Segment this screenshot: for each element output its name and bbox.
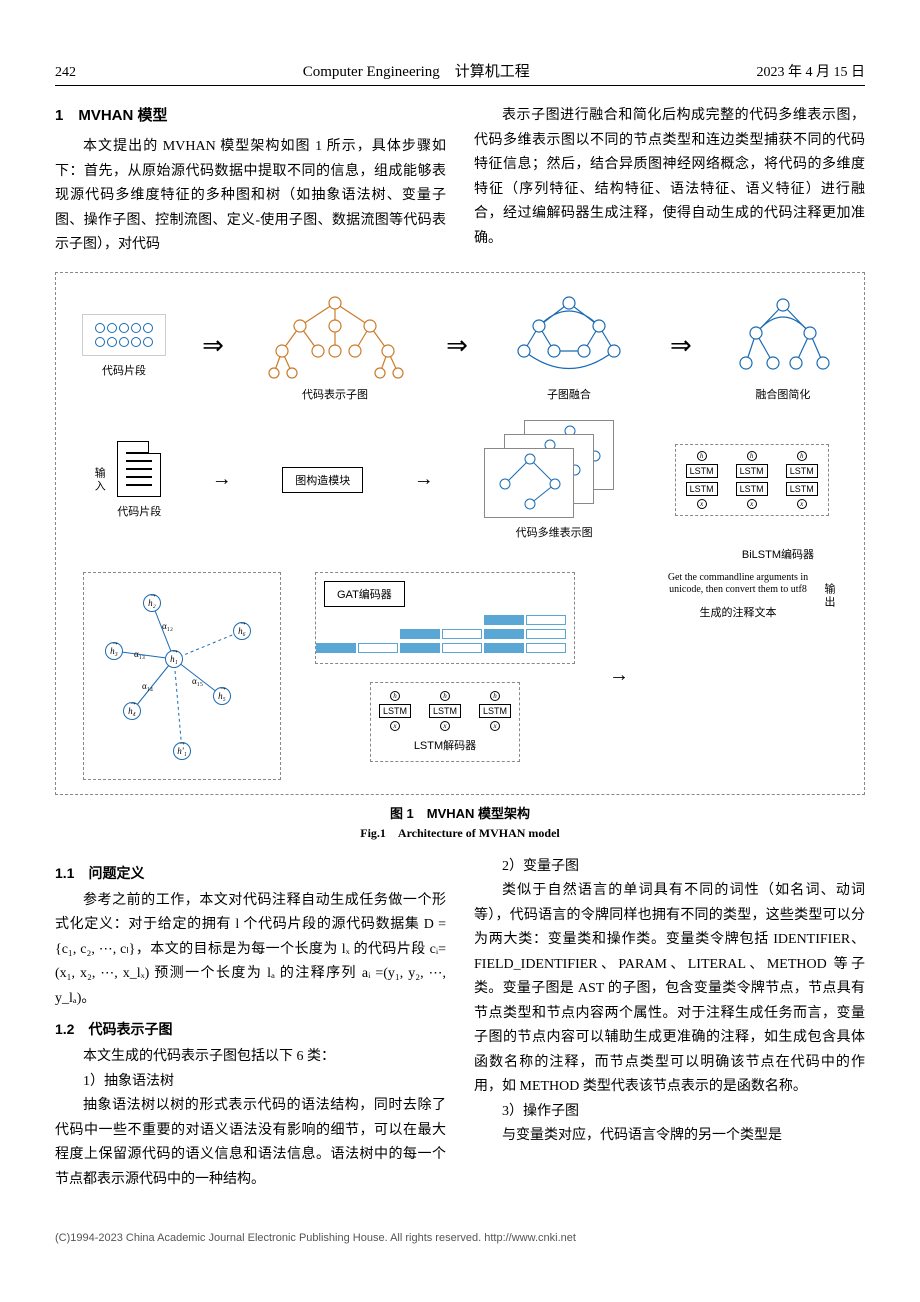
node-h2: h₂ (148, 598, 156, 608)
bilstm-top-row: h LSTM h LSTM h LSTM (686, 451, 818, 478)
section-1-1-para: 参考之前的工作，本文对代码注释自动生成任务做一个形式化定义：对于给定的拥有 l … (55, 889, 446, 1012)
node-h1p: h'₁ (177, 746, 187, 756)
lstm-cell: LSTM (786, 464, 818, 478)
page-header: 242 Computer Engineering 计算机工程 2023 年 4 … (55, 60, 865, 86)
arrow-icon: → (212, 468, 232, 491)
code-fragment-block: 代码片段 (82, 314, 166, 378)
input-doc-block: 代码片段 (117, 441, 161, 519)
lower-body: 1.1 问题定义 参考之前的工作，本文对代码注释自动生成任务做一个形式化定义：对… (55, 855, 865, 1193)
generated-example-text: Get the commandline arguments in unicode… (663, 572, 813, 596)
figure-caption-en: Fig.1 Architecture of MVHAN model (55, 824, 865, 841)
node-h3: h₃ (110, 646, 118, 656)
h-node: h (697, 451, 707, 461)
simplify-graph-icon (728, 291, 838, 386)
generated-text-block: Get the commandline arguments in unicode… (663, 572, 813, 620)
lstm-cell: LSTM (686, 464, 718, 478)
arrow-icon: → (414, 468, 434, 491)
lstm-cell: LSTM (479, 704, 511, 718)
alpha-14: α₁₄ (142, 681, 153, 691)
item-3-title: 3）操作子图 (474, 1100, 865, 1125)
subgraph-fusion-block: 子图融合 (504, 291, 634, 402)
section-1-1-heading: 1.1 问题定义 (55, 863, 446, 883)
node-h5: h₅ (218, 691, 226, 701)
code-subgraph-block: 代码表示子图 (260, 291, 410, 402)
lstm-decoder-label: LSTM解码器 (414, 737, 476, 753)
subgraph-fusion-label: 子图融合 (547, 386, 591, 402)
multiview-block: 代码多维表示图 (484, 420, 624, 540)
figure-row-2: 输入 代码片段 → 图构造模块 → (66, 416, 854, 544)
arrow-icon: ⇒ (198, 331, 228, 361)
figure-row-1: 代码片段 ⇒ 代码表示子图 ⇒ (66, 287, 854, 406)
figure-row-3: h₁ h₂ h₃ h₄ h₅ h₆ h'₁ α₁₂ α₁₃ α₁₄ α₁₅ GA… (66, 568, 854, 784)
x-node: x (797, 499, 807, 509)
arrow-icon: ⇒ (442, 331, 472, 361)
node-h1: h₁ (170, 654, 178, 664)
generated-text-label: 生成的注释文本 (700, 604, 777, 620)
input-side-label: 输入 (91, 467, 107, 493)
tree-icon (260, 291, 410, 386)
h-node: h (440, 691, 450, 701)
section-1-heading: 1 MVHAN 模型 (55, 104, 446, 125)
alpha-12: α₁₂ (162, 621, 173, 631)
page-footer: (C)1994-2023 China Academic Journal Elec… (55, 1232, 865, 1244)
page-number: 242 (55, 65, 76, 81)
bilstm-block: h LSTM h LSTM h LSTM LSTM x LSTM x LSTM x (675, 444, 829, 516)
x-node: x (697, 499, 707, 509)
section-1-right-para: 表示子图进行融合和简化后构成完整的代码多维表示图，代码多维表示图以不同的节点类型… (474, 104, 865, 251)
arrow-icon: → (609, 664, 629, 687)
lstm-cell: LSTM (686, 482, 718, 496)
item-1-title: 1）抽象语法树 (55, 1070, 446, 1095)
issue-date: 2023 年 4 月 15 日 (757, 61, 866, 81)
item-2-body: 类似于自然语言的单词具有不同的词性（如名词、动词等），代码语言的令牌同样也拥有不… (474, 879, 865, 1100)
x-node: x (490, 721, 500, 731)
h-node: h (747, 451, 757, 461)
h-node: h (797, 451, 807, 461)
section-1-left-para: 本文提出的 MVHAN 模型架构如图 1 所示，具体步骤如下：首先，从原始源代码… (55, 135, 446, 258)
fusion-graph-icon (504, 291, 634, 386)
section-1-2-intro: 本文生成的代码表示子图包括以下 6 类： (55, 1045, 446, 1070)
attention-graph-icon: h₁ h₂ h₃ h₄ h₅ h₆ h'₁ α₁₂ α₁₃ α₁₄ α₁₅ (92, 581, 272, 771)
journal-title: Computer Engineering 计算机工程 (303, 60, 530, 81)
bilstm-encoder-label: BiLSTM编码器 (66, 546, 854, 562)
lstm-cell: LSTM (736, 482, 768, 496)
node-h6: h₆ (238, 626, 246, 636)
multiview-label: 代码多维表示图 (516, 524, 593, 540)
h-node: h (390, 691, 400, 701)
node-h4: h₄ (128, 706, 136, 716)
code-subgraph-label: 代码表示子图 (302, 386, 368, 402)
input-code-fragment-label: 代码片段 (117, 503, 161, 519)
figure-1: 代码片段 ⇒ 代码表示子图 ⇒ (55, 272, 865, 795)
item-1-body: 抽象语法树以树的形式表示代码的语法结构，同时去除了代码中一些不重要的对语义语法没… (55, 1094, 446, 1192)
fusion-simplify-label: 融合图简化 (755, 386, 810, 402)
alpha-15: α₁₅ (192, 676, 203, 686)
lstm-cell: LSTM (379, 704, 411, 718)
fusion-simplify-block: 融合图简化 (728, 291, 838, 402)
item-3-body: 与变量类对应，代码语言令牌的另一个类型是 (474, 1124, 865, 1149)
document-icon (117, 441, 161, 497)
lstm-decoder-panel: h LSTM x h LSTM x h LSTM x LSTM解码器 (370, 682, 520, 762)
h-node: h (490, 691, 500, 701)
output-side-label: 输出 (821, 583, 837, 609)
gat-encoder-panel: GAT编码器 (315, 572, 575, 664)
graph-module-box: 图构造模块 (282, 467, 363, 493)
figure-caption-cn: 图 1 MVHAN 模型架构 (55, 803, 865, 822)
lstm-cell: LSTM (786, 482, 818, 496)
item-2-title: 2）变量子图 (474, 855, 865, 880)
gat-graph-panel: h₁ h₂ h₃ h₄ h₅ h₆ h'₁ α₁₂ α₁₃ α₁₄ α₁₅ (83, 572, 281, 780)
arrow-icon: ⇒ (666, 331, 696, 361)
lstm-cell: LSTM (429, 704, 461, 718)
gat-encoder-label: GAT编码器 (324, 581, 405, 607)
bilstm-bottom-row: LSTM x LSTM x LSTM x (686, 482, 818, 509)
x-node: x (440, 721, 450, 731)
code-fragment-label: 代码片段 (102, 362, 146, 378)
x-node: x (747, 499, 757, 509)
multiview-graph-icon (484, 420, 624, 520)
section-1-2-heading: 1.2 代码表示子图 (55, 1019, 446, 1039)
lstm-cell: LSTM (736, 464, 768, 478)
alpha-13: α₁₃ (134, 649, 145, 659)
x-node: x (390, 721, 400, 731)
section-1-intro: 1 MVHAN 模型 本文提出的 MVHAN 模型架构如图 1 所示，具体步骤如… (55, 104, 865, 258)
